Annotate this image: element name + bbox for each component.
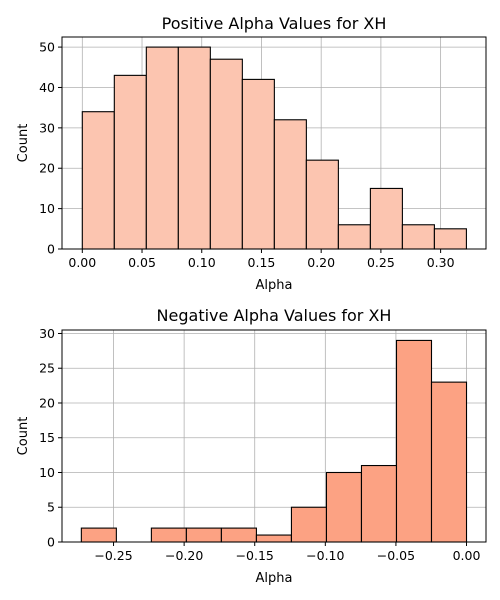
- x-tick-label: −0.10: [306, 548, 344, 563]
- histogram-bar: [360, 464, 398, 543]
- chart-title: Negative Alpha Values for XH: [157, 306, 392, 325]
- plot-frame: [61, 36, 487, 250]
- chart-negative-alpha: Negative Alpha Values for XH Alpha Count…: [16, 306, 487, 586]
- histogram-bar: [255, 534, 292, 543]
- y-tick-label: 0: [47, 242, 55, 257]
- y-tick-label: 20: [39, 161, 55, 176]
- bars: [81, 46, 467, 250]
- y-tick-label: 40: [39, 80, 55, 95]
- y-tick-label: 30: [39, 326, 55, 341]
- x-tick-label: −0.20: [165, 548, 203, 563]
- y-tick-label: 30: [39, 120, 55, 135]
- histogram-bar: [325, 471, 363, 543]
- histogram-bar: [290, 506, 328, 543]
- histogram-bar: [241, 78, 275, 250]
- x-tick-label: 0.10: [188, 255, 216, 270]
- x-tick-label: −0.25: [94, 548, 132, 563]
- x-tick-label: 0.20: [307, 255, 335, 270]
- chart-title: Positive Alpha Values for XH: [162, 14, 387, 33]
- y-tick-label: 10: [39, 465, 55, 480]
- histogram-bar: [305, 159, 339, 250]
- histogram-bar: [220, 527, 257, 543]
- histogram-bar: [433, 228, 467, 250]
- x-tick-label: −0.15: [236, 548, 274, 563]
- y-tick-label: 15: [39, 430, 55, 445]
- histogram-bar: [150, 527, 187, 543]
- histogram-bar: [273, 119, 307, 250]
- histogram-bar: [209, 58, 243, 250]
- x-tick-label: 0.30: [427, 255, 455, 270]
- y-axis-label: Count: [16, 417, 31, 456]
- histogram-bar: [80, 527, 117, 543]
- plot-frame: [61, 329, 487, 543]
- chart-positive-alpha: Positive Alpha Values for XH Alpha Count…: [16, 14, 487, 293]
- y-tick-label: 25: [39, 361, 55, 376]
- histogram-bar: [177, 46, 211, 250]
- bars: [80, 339, 468, 543]
- histogram-bar: [430, 381, 468, 543]
- x-tick-label: −0.05: [377, 548, 415, 563]
- histogram-bar: [401, 224, 435, 250]
- y-axis-label: Count: [16, 124, 31, 163]
- histogram-bar: [145, 46, 179, 250]
- ticks: 0.00 0.05 0.10 0.15 0.20 0.25 0.30 0 10 20 30 40 50: [39, 40, 454, 270]
- y-tick-label: 10: [39, 201, 55, 216]
- x-tick-label: 0.15: [248, 255, 276, 270]
- x-tick-label: 0.00: [453, 548, 481, 563]
- y-tick-label: 5: [47, 500, 55, 515]
- histogram-bar: [185, 527, 222, 543]
- ticks: −0.25 −0.20 −0.15 −0.10 −0.05 0.00 0 5 10 15 20 25 3…: [39, 326, 480, 563]
- y-tick-label: 20: [39, 395, 55, 410]
- histogram-bar: [81, 111, 115, 250]
- histogram-bar: [113, 74, 147, 250]
- x-tick-label: 0.25: [367, 255, 395, 270]
- y-tick-label: 50: [39, 40, 55, 55]
- histogram-bar: [337, 224, 371, 250]
- histogram-bar: [395, 339, 433, 543]
- x-tick-label: 0.05: [128, 255, 156, 270]
- x-axis-label: Alpha: [256, 278, 293, 293]
- x-axis-label: Alpha: [256, 571, 293, 586]
- histogram-bar: [369, 187, 403, 250]
- x-tick-label: 0.00: [68, 255, 96, 270]
- y-tick-label: 0: [47, 535, 55, 550]
